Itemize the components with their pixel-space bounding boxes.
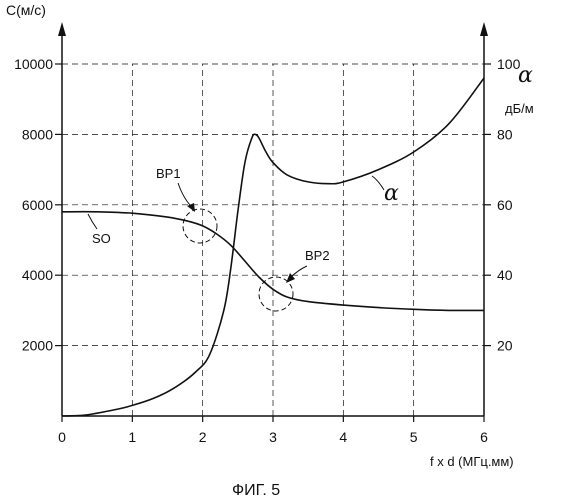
x-tick-label: 6 [480, 429, 488, 445]
x-tick-label: 1 [128, 429, 136, 445]
y-left-tick-label: 6000 [22, 197, 53, 213]
tick-labels: 012345620004000600080001000020406080100 [14, 56, 521, 445]
so-leader [88, 214, 97, 229]
y-left-tick-label: 8000 [22, 126, 53, 142]
y-left-tick-label: 4000 [22, 267, 53, 283]
bp1-arrowhead [187, 203, 195, 212]
y-left-axis-label: C(м/с) [6, 2, 46, 18]
x-tick-label: 5 [410, 429, 418, 445]
y-right-tick-label: 60 [497, 197, 513, 213]
y-right-tick-label: 40 [497, 267, 513, 283]
annotation-alpha: α [384, 181, 399, 206]
y-axis-left-arrow [58, 22, 66, 36]
y-left-tick-label: 10000 [14, 56, 53, 72]
x-tick-label: 4 [339, 429, 347, 445]
alpha-leader [372, 176, 384, 190]
y-left-tick-label: 2000 [22, 338, 53, 354]
y-right-tick-label: 20 [497, 338, 513, 354]
y-right-axis-symbol: α [518, 63, 533, 88]
grid-lines [62, 64, 484, 416]
x-tick-label: 2 [199, 429, 207, 445]
figure-caption: ФИГ. 5 [232, 482, 280, 499]
x-axis-label: f x d (МГц.мм) [430, 454, 514, 469]
y-right-axis-unit: дБ/м [505, 101, 534, 116]
annotation-bp2: BP2 [305, 248, 330, 263]
x-tick-label: 3 [269, 429, 277, 445]
bp1-leader [178, 183, 193, 208]
x-tick-label: 0 [58, 429, 66, 445]
y-axis-right-arrow [480, 22, 488, 36]
y-right-tick-label: 80 [497, 126, 513, 142]
annotation-bp1: BP1 [156, 166, 181, 181]
bp1-circle [183, 209, 217, 243]
annotation-so: SO [92, 231, 111, 246]
